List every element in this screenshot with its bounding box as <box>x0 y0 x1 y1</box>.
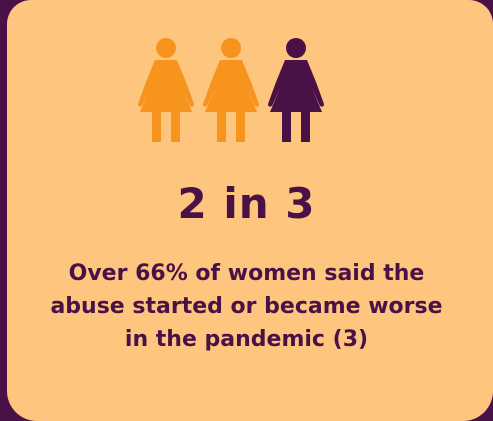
stat-ratio: 2 in 3 <box>177 179 316 228</box>
woman-figure-icon <box>266 38 326 144</box>
caption-line: abuse started or became worse <box>50 294 443 319</box>
caption-line: in the pandemic (3) <box>124 327 369 352</box>
women-figures-row <box>136 38 336 144</box>
infographic-card <box>7 0 493 421</box>
caption-text: Over 66% of women said the abuse started… <box>30 257 463 356</box>
woman-figure-icon <box>201 38 261 144</box>
caption-line: Over 66% of women said the <box>68 261 425 286</box>
woman-figure-icon <box>136 38 196 144</box>
